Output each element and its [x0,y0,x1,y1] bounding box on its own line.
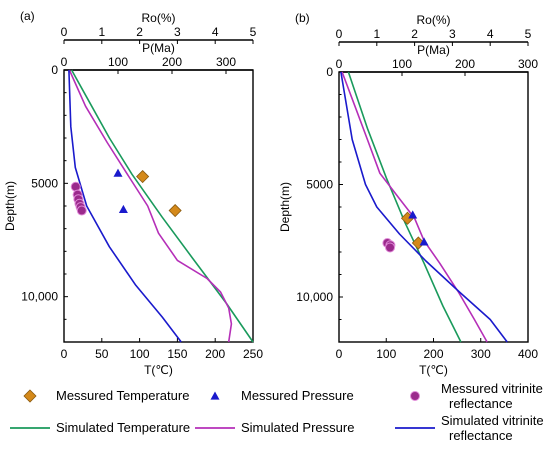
pressure-tick-label: 100 [108,55,128,69]
legend-label: Messured Pressure [241,388,354,403]
series-line-simulated-vitrinite-reflectance [68,69,182,343]
panel-label: (b) [295,11,310,25]
ro-tick-label: 5 [250,25,257,39]
temperature-tick-label: 400 [518,347,538,361]
pressure-tick-label: 100 [392,57,412,71]
depth-tick-label: 0 [51,63,58,77]
legend-label: Simulated Temperature [56,420,190,435]
depth-tick-label: 0 [326,65,333,79]
point-messured-vitrinite-reflectance [385,242,396,253]
legend-item-messured-temperature: Messured Temperature [23,388,189,403]
depth-tick-label: 5000 [31,176,58,190]
temperature-tick-label: 250 [243,347,263,361]
legend-item-messured-pressure: Messured Pressure [210,388,354,403]
point-messured-temperature [136,169,150,184]
pressure-tick-label: 300 [518,57,538,71]
temperature-tick-label: 300 [471,347,491,361]
temperature-tick-label: 200 [205,347,225,361]
panel-label: (a) [20,9,35,23]
panel-a: (a) 0 1 2 3 4 5 Ro(%) 0 100 200 300 P(Ma) 0 50 100 150 20… [3,9,263,377]
point-messured-vitrinite-reflectance [76,205,87,216]
depth-axis-label: Depth(m) [278,182,292,232]
temperature-tick-label: 100 [376,347,396,361]
ro-tick-label: 5 [525,27,532,41]
temperature-tick-label: 100 [130,347,150,361]
series-line-simulated-pressure [68,69,233,343]
legend-marker-swatch [210,391,220,400]
ro-axis-label: Ro(%) [416,13,450,27]
legend: Messured Temperature Messured Pressure Mes… [10,381,544,443]
point-messured-pressure [408,210,418,219]
depth-tick-label: 10,000 [296,290,333,304]
depth-axis-label: Depth(m) [3,181,17,231]
legend-item-messured-vitrinite-reflectance: Messured vitrinite reflectance [410,381,543,411]
legend-marker-swatch [23,389,37,403]
legend-label: Simulated vitrinite reflectance [441,413,544,443]
point-messured-temperature [168,203,182,218]
depth-tick-label: 5000 [306,178,333,192]
ro-tick-label: 3 [174,25,181,39]
point-messured-pressure [419,237,429,246]
temperature-tick-label: 0 [336,347,343,361]
series-line-simulated-vitrinite-reflectance [340,71,508,343]
ro-tick-label: 4 [212,25,219,39]
plot-frame [338,71,529,343]
pressure-axis-label: P(Ma) [417,43,450,57]
temperature-tick-label: 0 [61,347,68,361]
legend-label: Messured vitrinite reflectance [441,381,543,411]
ro-tick-label: 4 [487,27,494,41]
temperature-tick-label: 200 [423,347,443,361]
depth-tick-label: 10,000 [21,290,58,304]
legend-item-simulated-temperature: Simulated Temperature [10,420,190,435]
ro-axis-label: Ro(%) [141,11,175,25]
point-messured-pressure [113,168,123,177]
ro-tick-label: 0 [336,27,343,41]
ro-tick-label: 0 [61,25,68,39]
pressure-tick-label: 200 [455,57,475,71]
legend-label: Messured Temperature [56,388,189,403]
series-line-simulated-temperature [347,71,462,343]
ro-tick-label: 2 [411,27,418,41]
pressure-tick-label: 0 [61,55,68,69]
ro-tick-label: 1 [98,25,105,39]
legend-item-simulated-pressure: Simulated Pressure [195,420,354,435]
ro-tick-label: 2 [136,25,143,39]
legend-item-simulated-vitrinite-reflectance: Simulated vitrinite reflectance [395,413,544,443]
panel-b: (b) 0 1 2 3 4 5 Ro(%) 0 100 200 300 P(Ma) 0 100 200 300 4… [278,11,538,377]
series-line-simulated-pressure [341,71,488,343]
pressure-tick-label: 200 [162,55,182,69]
legend-marker-swatch [410,391,420,401]
ro-tick-label: 1 [373,27,380,41]
pressure-axis-label: P(Ma) [142,41,175,55]
temperature-axis-label: T(℃) [144,363,173,377]
pressure-tick-label: 300 [216,55,236,69]
legend-label: Simulated Pressure [241,420,354,435]
temperature-axis-label: T(℃) [419,363,448,377]
point-messured-pressure [118,204,128,213]
ro-tick-label: 3 [449,27,456,41]
temperature-tick-label: 50 [95,347,109,361]
pressure-tick-label: 0 [336,57,343,71]
series-line-simulated-temperature [70,69,254,343]
temperature-tick-label: 150 [167,347,187,361]
